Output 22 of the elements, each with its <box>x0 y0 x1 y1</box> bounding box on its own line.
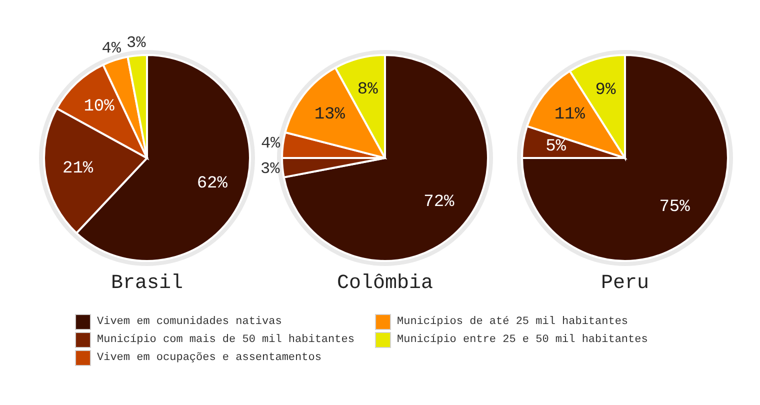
data-label: 3% <box>126 34 146 52</box>
legend-label: Município com mais de 50 mil habitantes <box>97 334 354 346</box>
data-label: 9% <box>595 81 616 100</box>
text: Peru <box>600 272 649 295</box>
data-label: 62% <box>196 174 228 194</box>
data-label: 3% <box>260 160 280 178</box>
data-label: 4% <box>102 39 122 58</box>
data-label: 75% <box>659 198 691 218</box>
data-label: 21% <box>62 159 94 178</box>
legend-label: Município entre 25 e 50 mil habitantes <box>397 334 648 346</box>
data-label: 10% <box>84 97 116 116</box>
data-label: 11% <box>554 106 586 125</box>
legend-label: Vivem em comunidades nativas <box>97 316 282 328</box>
legend-label: Vivem em ocupações e assentamentos <box>97 352 322 364</box>
text: Colômbia <box>336 272 433 295</box>
data-label: 72% <box>424 193 456 212</box>
legend-label: Municípios de até 25 mil habitantes <box>397 316 628 328</box>
data-label: 13% <box>314 106 346 125</box>
data-label: 5% <box>546 138 567 157</box>
text: Brasil <box>110 272 183 295</box>
data-label: 4% <box>260 134 281 153</box>
data-label: 8% <box>357 80 379 100</box>
